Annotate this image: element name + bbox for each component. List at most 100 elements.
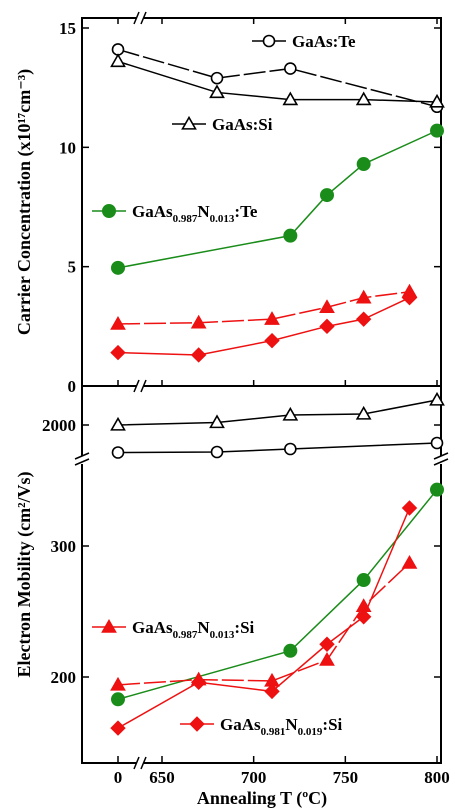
mobility-series-gaas0-981n0-019-si (110, 500, 418, 736)
data-point (355, 405, 372, 420)
y-tick-label-mobility: 300 (51, 537, 77, 556)
data-point (111, 446, 125, 459)
data-point (283, 228, 298, 243)
data-point (210, 71, 224, 85)
data-point (429, 93, 445, 108)
data-point (355, 91, 372, 106)
y-tick-label-mobility: 200 (51, 668, 77, 687)
legend-label: GaAs0.981N0.019:Si (220, 715, 343, 738)
data-point (283, 643, 298, 658)
legend-marker (181, 115, 197, 130)
data-point (284, 442, 297, 456)
series-line (117, 60, 438, 103)
y-axis-break-right (433, 452, 449, 466)
plot-frame (81, 17, 442, 764)
data-point (319, 299, 335, 313)
series-line (117, 489, 438, 700)
x-axis-break-0 (133, 11, 147, 25)
data-point (401, 289, 418, 306)
data-point (110, 53, 126, 68)
legend-label: GaAs:Te (292, 32, 356, 51)
data-point (110, 676, 126, 691)
legend-item: GaAs:Si (172, 115, 273, 134)
data-point (355, 609, 372, 625)
data-point (429, 391, 445, 406)
x-tick-label: 650 (149, 768, 175, 787)
data-point (356, 573, 371, 588)
x-tick-label: 700 (241, 768, 267, 787)
data-point (264, 332, 280, 349)
legend-label: GaAs0.987N0.013:Si (132, 618, 255, 641)
legend-marker (189, 716, 205, 732)
legend-marker (102, 204, 116, 218)
data-point (110, 344, 126, 361)
data-point (209, 414, 225, 429)
legend-item: GaAs0.987N0.013:Si (92, 618, 255, 641)
legend-label: GaAs:Si (212, 115, 273, 134)
data-point (356, 157, 371, 172)
concentration-series-gaas-si (110, 53, 445, 108)
legend-label: GaAs0.987N0.013:Te (132, 202, 258, 225)
y-tick-label-concentration: 15 (59, 19, 76, 38)
data-point (190, 674, 207, 690)
data-point (319, 318, 335, 335)
y-axis-title-mobility: Electron Mobility (cm²/Vs) (14, 471, 35, 677)
legend-marker (101, 618, 117, 633)
data-point (264, 311, 280, 325)
data-point (284, 62, 297, 75)
series-line (117, 129, 438, 269)
series-line (117, 48, 438, 108)
data-point (430, 482, 444, 497)
y-tick-label-mobility: 2000 (42, 416, 76, 435)
data-point (110, 720, 126, 736)
data-point (210, 445, 224, 459)
x-tick-label: 750 (333, 768, 359, 787)
data-point (319, 636, 335, 652)
x-axis-break-2 (133, 756, 147, 770)
data-point (282, 91, 299, 106)
mobility-series-gaas0-987n0-013-te (111, 482, 444, 707)
data-point (319, 651, 335, 666)
data-point (264, 683, 280, 700)
data-point (110, 416, 126, 431)
y-tick-label-concentration: 0 (68, 377, 77, 396)
data-point (111, 260, 125, 275)
data-point (282, 406, 299, 421)
legend-item: GaAs0.987N0.013:Te (92, 202, 258, 225)
x-tick-label: 0 (114, 768, 123, 787)
data-point (209, 84, 225, 99)
data-point (355, 289, 372, 304)
concentration-series-gaas0-981n0-019-si (110, 289, 418, 363)
concentration-series-gaas0-987n0-013-si (110, 283, 418, 330)
data-point (111, 692, 125, 707)
concentration-series-gaas0-987n0-013-te (111, 123, 444, 275)
mobility-series-gaas-si (110, 391, 445, 431)
y-tick-label-concentration: 5 (68, 258, 77, 277)
data-point (355, 311, 372, 327)
data-point (190, 314, 207, 329)
data-point (320, 188, 334, 203)
series-line (117, 399, 438, 426)
data-point (430, 436, 444, 450)
x-axis-title: Annealing T (ºC) (197, 788, 327, 809)
data-point (190, 347, 207, 363)
data-point (110, 315, 126, 330)
legend-item: GaAs:Te (252, 32, 356, 51)
data-point (401, 500, 418, 516)
mobility-series-gaas-te (111, 436, 444, 459)
legend-marker (262, 34, 276, 48)
x-axis-break-1 (133, 379, 147, 393)
y-axis-title-concentration: Carrier Concentration (x10¹⁷cm⁻³) (14, 69, 35, 335)
data-point (401, 555, 418, 569)
data-point (430, 123, 444, 138)
y-tick-label-concentration: 10 (59, 138, 76, 157)
series-line (117, 297, 410, 356)
series-line (117, 442, 438, 454)
concentration-series-gaas-te (111, 43, 444, 114)
series-line (117, 507, 411, 729)
x-tick-label: 800 (424, 768, 450, 787)
series-line (117, 290, 410, 325)
legend-item: GaAs0.981N0.019:Si (180, 715, 343, 738)
y-axis-break-left (74, 452, 90, 466)
